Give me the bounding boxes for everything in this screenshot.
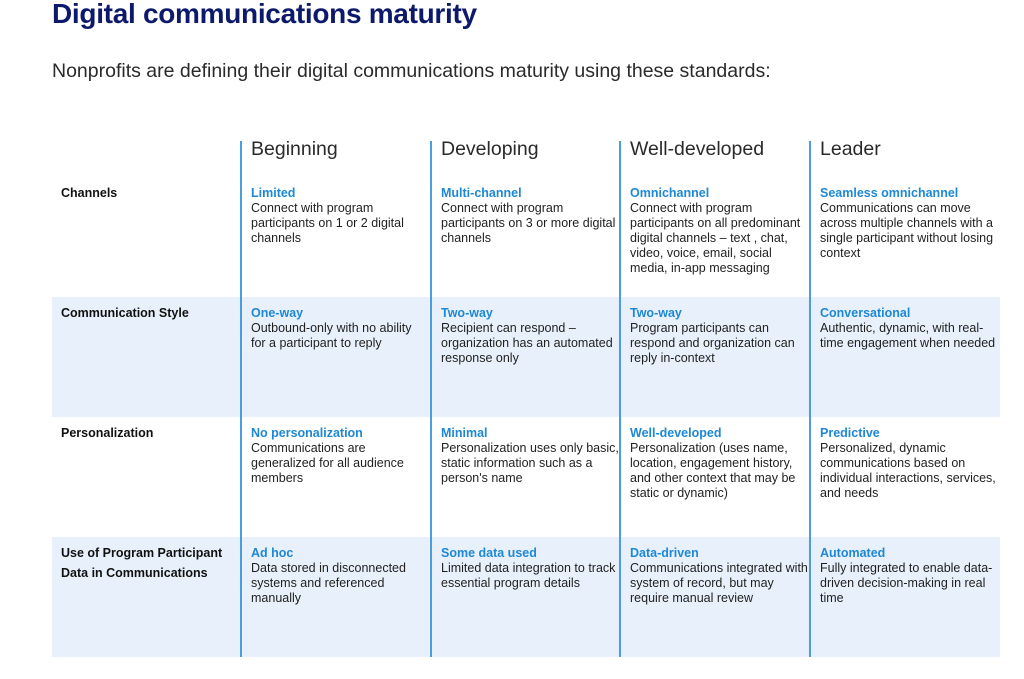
column-divider-leader [809, 141, 811, 657]
cell-text: Personalization (uses name, location, en… [630, 441, 796, 500]
cell-style-leader: Conversational Authentic, dynamic, with … [820, 306, 998, 351]
cell-style-well-developed: Two-way Program participants can respond… [630, 306, 808, 366]
cell-data-developing: Some data used Limited data integration … [441, 546, 619, 591]
cell-title: Seamless omnichannel [820, 186, 959, 200]
cell-text: Authentic, dynamic, with real-time engag… [820, 321, 996, 350]
row-band-data-use [52, 537, 1000, 657]
row-label-personalization: Personalization [61, 426, 154, 440]
cell-personalization-developing: Minimal Personalization uses only basic,… [441, 426, 619, 486]
cell-channels-leader: Seamless omnichannel Communications can … [820, 186, 998, 261]
row-label-data-use: Use of Program Participant Data in Commu… [61, 546, 223, 580]
cell-title: Some data used [441, 546, 537, 560]
column-divider-developing [430, 141, 432, 657]
row-band-communication-style [52, 297, 1000, 417]
cell-data-leader: Automated Fully integrated to enable dat… [820, 546, 998, 606]
cell-text: Communications can move across multiple … [820, 201, 994, 260]
column-header-leader: Leader [820, 138, 881, 160]
cell-title: Ad hoc [251, 546, 294, 560]
column-header-developing: Developing [441, 138, 539, 160]
cell-channels-beginning: Limited Connect with program participant… [251, 186, 429, 246]
cell-text: Fully integrated to enable data-driven d… [820, 561, 993, 605]
cell-title: Data-driven [630, 546, 699, 560]
cell-title: Well-developed [630, 426, 722, 440]
cell-title: No personalization [251, 426, 363, 440]
cell-text: Program participants can respond and org… [630, 321, 795, 365]
row-label-communication-style: Communication Style [61, 306, 189, 320]
page-title: Digital communications maturity [52, 0, 477, 29]
cell-title: Minimal [441, 426, 488, 440]
column-divider-beginning [240, 141, 242, 657]
cell-text: Connect with program participants on 3 o… [441, 201, 616, 245]
cell-title: Two-way [441, 306, 493, 320]
cell-title: One-way [251, 306, 304, 320]
cell-text: Connect with program participants on 1 o… [251, 201, 404, 245]
cell-text: Limited data integration to track essent… [441, 561, 616, 590]
cell-data-well-developed: Data-driven Communications integrated wi… [630, 546, 808, 606]
cell-title: Automated [820, 546, 886, 560]
cell-title: Omnichannel [630, 186, 710, 200]
cell-title: Two-way [630, 306, 682, 320]
cell-personalization-leader: Predictive Personalized, dynamic communi… [820, 426, 998, 501]
cell-title: Conversational [820, 306, 911, 320]
cell-text: Connect with program participants on all… [630, 201, 801, 275]
cell-data-beginning: Ad hoc Data stored in disconnected syste… [251, 546, 429, 606]
cell-channels-developing: Multi-channel Connect with program parti… [441, 186, 619, 246]
cell-text: Data stored in disconnected systems and … [251, 561, 406, 605]
cell-text: Communications are generalized for all a… [251, 441, 404, 485]
page-subtitle: Nonprofits are defining their digital co… [52, 60, 771, 82]
cell-text: Communications integrated with system of… [630, 561, 808, 605]
cell-style-developing: Two-way Recipient can respond – organiza… [441, 306, 619, 366]
cell-personalization-beginning: No personalization Communications are ge… [251, 426, 429, 486]
cell-personalization-well-developed: Well-developed Personalization (uses nam… [630, 426, 808, 501]
cell-text: Personalized, dynamic communications bas… [820, 441, 996, 500]
cell-style-beginning: One-way Outbound-only with no ability fo… [251, 306, 429, 351]
cell-title: Limited [251, 186, 296, 200]
cell-title: Multi-channel [441, 186, 522, 200]
cell-text: Outbound-only with no ability for a part… [251, 321, 412, 350]
column-header-beginning: Beginning [251, 138, 338, 160]
cell-channels-well-developed: Omnichannel Connect with program partici… [630, 186, 808, 276]
row-label-channels: Channels [61, 186, 118, 200]
cell-text: Recipient can respond – organization has… [441, 321, 613, 365]
cell-title: Predictive [820, 426, 880, 440]
cell-text: Personalization uses only basic, static … [441, 441, 619, 485]
column-header-well-developed: Well-developed [630, 138, 765, 160]
column-divider-well-developed [619, 141, 621, 657]
